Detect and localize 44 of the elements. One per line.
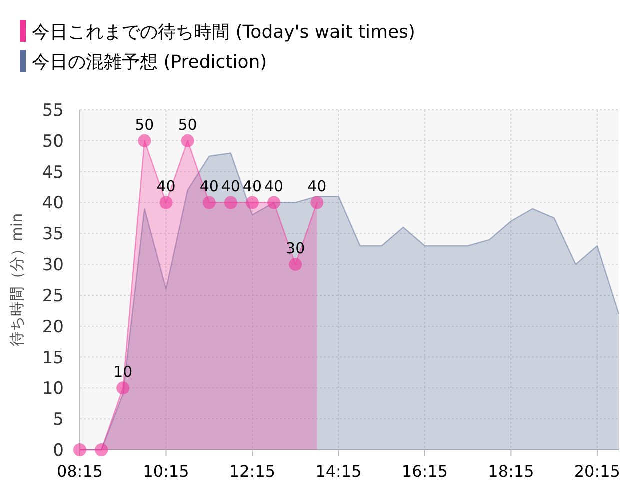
data-label: 40 — [200, 178, 219, 196]
data-label: 50 — [178, 116, 198, 134]
data-label: 40 — [308, 178, 327, 196]
data-label: 40 — [221, 178, 240, 196]
x-tick-label: 08:15 — [56, 462, 104, 481]
y-tick-label: 10 — [42, 379, 64, 400]
y-tick-label: 0 — [53, 441, 64, 461]
point — [160, 196, 173, 210]
data-label: 40 — [242, 178, 262, 196]
point — [268, 196, 281, 210]
data-label: 10 — [114, 363, 133, 382]
point — [224, 196, 238, 210]
data-label: 50 — [135, 116, 154, 134]
y-tick-label: 20 — [42, 317, 64, 338]
x-tick-label: 10:15 — [143, 462, 190, 481]
point — [310, 196, 324, 210]
data-label: 30 — [286, 240, 306, 258]
y-tick-label: 25 — [42, 286, 64, 306]
x-tick-label: 14:15 — [316, 462, 362, 481]
data-label: 40 — [264, 178, 284, 196]
y-tick-label: 30 — [42, 256, 64, 276]
y-tick-label: 5 — [53, 410, 64, 430]
x-tick-label: 12:15 — [229, 462, 276, 481]
y-axis-title: 待ち時間（分）min — [8, 213, 26, 347]
y-tick-label: 40 — [42, 194, 64, 214]
y-tick-label: 15 — [42, 348, 64, 368]
point — [202, 196, 216, 210]
point — [95, 444, 108, 456]
x-tick-label: 18:15 — [488, 462, 534, 481]
y-tick-label: 50 — [42, 132, 64, 152]
point — [116, 382, 130, 395]
data-label: 40 — [156, 178, 176, 196]
y-tick-label: 55 — [42, 101, 64, 121]
y-tick-label: 35 — [42, 224, 64, 245]
point — [138, 134, 152, 148]
point — [74, 444, 86, 456]
x-tick-label: 20:15 — [574, 462, 620, 481]
x-tick-label: 16:15 — [402, 462, 448, 481]
legend-label: 今日これまでの待ち時間 (Today's wait times) — [32, 22, 416, 43]
y-tick-label: 45 — [42, 162, 64, 183]
legend-label: 今日の混雑予想 (Prediction) — [32, 52, 268, 73]
point — [181, 134, 194, 148]
point — [289, 258, 302, 272]
point — [246, 196, 259, 210]
